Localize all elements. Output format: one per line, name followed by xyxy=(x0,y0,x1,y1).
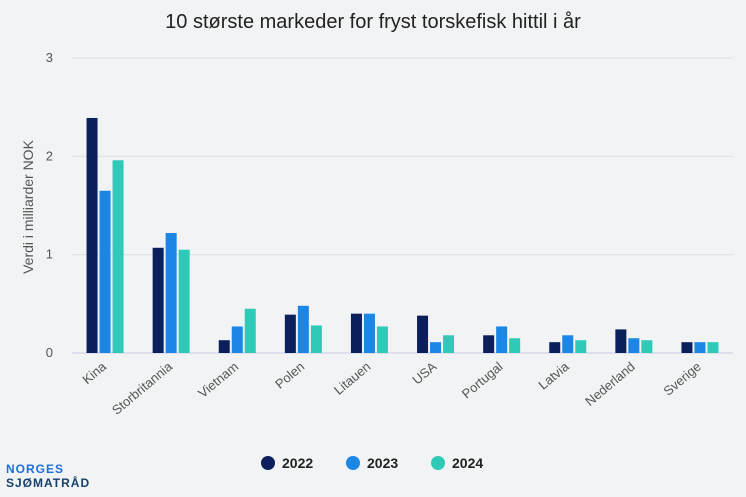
bar-2024 xyxy=(509,338,521,353)
bar-2022 xyxy=(681,342,693,353)
bar-2022 xyxy=(549,342,561,353)
bar-2024 xyxy=(641,340,653,353)
chart-title: 10 største markeder for fryst torskefisk… xyxy=(165,11,581,33)
bar-2022 xyxy=(417,315,429,353)
bar-2023 xyxy=(231,326,243,353)
bar-2022 xyxy=(86,117,98,353)
bar-2024 xyxy=(310,325,322,353)
y-tick-label: 0 xyxy=(46,345,53,360)
legend-label: 2024 xyxy=(452,455,483,471)
legend-label: 2022 xyxy=(282,455,313,471)
bar-2023 xyxy=(496,326,508,353)
bar-2022 xyxy=(284,314,296,353)
bar-2022 xyxy=(152,247,164,353)
category-label: Latvia xyxy=(535,358,572,392)
legend-marker xyxy=(346,456,360,470)
category-label: Storbritannia xyxy=(109,358,176,417)
category-label: Vietnam xyxy=(195,359,241,401)
y-axis-label: Verdi i milliarder NOK xyxy=(20,139,36,273)
bar-2022 xyxy=(483,335,495,353)
y-tick-labels: 0 1 2 3 xyxy=(46,50,53,360)
bar-2022 xyxy=(218,340,230,353)
bar-2024 xyxy=(244,308,256,353)
bar-2023 xyxy=(165,233,177,353)
norges-sjomatrad-logo: NORGES SJØMATRÅD xyxy=(6,462,90,490)
bar-2023 xyxy=(363,313,375,353)
y-tick-label: 1 xyxy=(46,247,53,262)
category-labels: Kina Storbritannia Vietnam Polen Litauen USA P… xyxy=(79,358,703,417)
bar-2024 xyxy=(178,249,190,353)
category-label: Portugal xyxy=(459,359,506,402)
category-label: Sverige xyxy=(660,359,703,399)
bar-2023 xyxy=(297,305,309,353)
bar-2023 xyxy=(628,338,640,353)
logo-line-1: NORGES xyxy=(6,462,65,476)
category-label: Kina xyxy=(79,358,109,387)
legend: 2022 2023 2024 xyxy=(261,455,483,471)
bar-2024 xyxy=(707,342,719,353)
y-tick-label: 2 xyxy=(46,148,53,163)
bar-2023 xyxy=(99,190,111,353)
bar-2022 xyxy=(615,329,627,353)
legend-label: 2023 xyxy=(367,455,398,471)
legend-marker xyxy=(431,456,445,470)
bar-2024 xyxy=(376,326,388,353)
legend-marker xyxy=(261,456,275,470)
bar-2024 xyxy=(443,335,455,353)
bar-2023 xyxy=(562,335,574,353)
category-label: Polen xyxy=(272,359,307,392)
category-label: Nederland xyxy=(582,359,638,409)
bar-2024 xyxy=(112,160,124,353)
logo-line-2: SJØMATRÅD xyxy=(6,476,91,490)
bar-2022 xyxy=(350,313,362,353)
bar-2024 xyxy=(575,340,587,353)
category-label: Litauen xyxy=(331,359,373,398)
y-tick-label: 3 xyxy=(46,50,53,65)
bar-2023 xyxy=(694,342,706,353)
bar-2023 xyxy=(430,342,442,353)
bars xyxy=(86,117,719,353)
category-label: USA xyxy=(409,359,439,388)
